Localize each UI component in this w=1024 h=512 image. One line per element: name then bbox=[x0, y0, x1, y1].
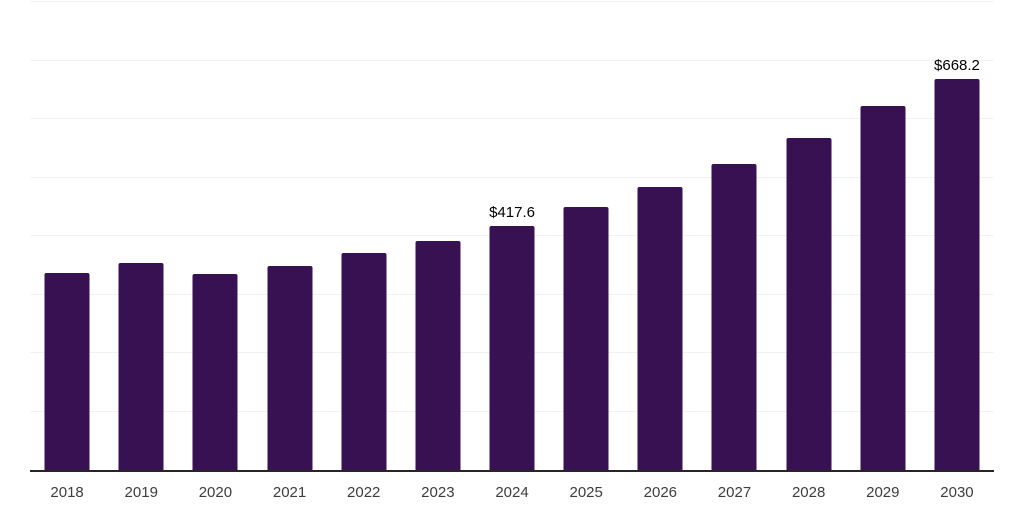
bar-band-2018 bbox=[30, 2, 104, 470]
x-tick-label-2021: 2021 bbox=[272, 484, 307, 501]
bar-2019[interactable] bbox=[118, 263, 164, 470]
bar-2024[interactable] bbox=[489, 225, 535, 470]
bars-row: $417.6 $668.2 bbox=[30, 2, 994, 470]
bar-band-2027 bbox=[697, 2, 771, 470]
bar-band-2023 bbox=[401, 2, 475, 470]
bar-band-2019 bbox=[104, 2, 178, 470]
x-tick-label-2019: 2019 bbox=[124, 484, 158, 501]
bar-2027[interactable] bbox=[711, 164, 757, 470]
bar-2022[interactable] bbox=[341, 253, 387, 470]
bar-band-2026 bbox=[623, 2, 697, 470]
bar-2023[interactable] bbox=[415, 241, 461, 470]
bar-2030[interactable] bbox=[934, 79, 980, 470]
gridline bbox=[30, 176, 994, 178]
bar-band-2030: $668.2 bbox=[920, 2, 994, 470]
bar-2020[interactable] bbox=[192, 273, 238, 470]
gridline bbox=[30, 118, 994, 119]
bar-2021[interactable] bbox=[267, 266, 313, 470]
bar-value-label-2024: $417.6 bbox=[489, 203, 535, 221]
bar-band-2020 bbox=[178, 2, 252, 470]
bar-band-2021 bbox=[252, 2, 326, 470]
bar-2026[interactable] bbox=[637, 187, 683, 470]
gridline bbox=[30, 59, 994, 61]
x-tick-label-2029: 2029 bbox=[866, 484, 900, 501]
bar-band-2029 bbox=[846, 2, 920, 470]
bar-value-label-2030: $668.2 bbox=[934, 57, 980, 75]
bar-2025[interactable] bbox=[563, 207, 609, 470]
bar-band-2028 bbox=[772, 2, 846, 470]
x-tick-label-2018: 2018 bbox=[50, 484, 84, 501]
bar-2029[interactable] bbox=[860, 106, 906, 470]
x-tick-label-2020: 2020 bbox=[198, 484, 233, 501]
x-tick-label-2022: 2022 bbox=[347, 484, 381, 501]
plot-area: $417.6 $668.2 bbox=[30, 1, 994, 472]
bar-band-2025 bbox=[549, 2, 623, 470]
bar-2028[interactable] bbox=[786, 138, 832, 470]
bar-band-2024: $417.6 bbox=[475, 2, 549, 470]
gridline bbox=[30, 1, 994, 2]
x-tick-label-2023: 2023 bbox=[421, 484, 455, 501]
x-tick-label-2025: 2025 bbox=[569, 484, 603, 501]
bar-band-2022 bbox=[327, 2, 401, 470]
x-tick-label-2030: 2030 bbox=[940, 484, 974, 501]
x-tick-label-2028: 2028 bbox=[791, 484, 826, 501]
x-tick-label-2026: 2026 bbox=[643, 484, 678, 501]
x-axis-labels: 2018 2019 2020 2021 2022 2023 2024 2025 2026 2027… bbox=[30, 472, 994, 501]
x-tick-label-2027: 2027 bbox=[717, 484, 752, 501]
bar-2018[interactable] bbox=[44, 273, 90, 470]
x-tick-label-2024: 2024 bbox=[495, 484, 529, 501]
